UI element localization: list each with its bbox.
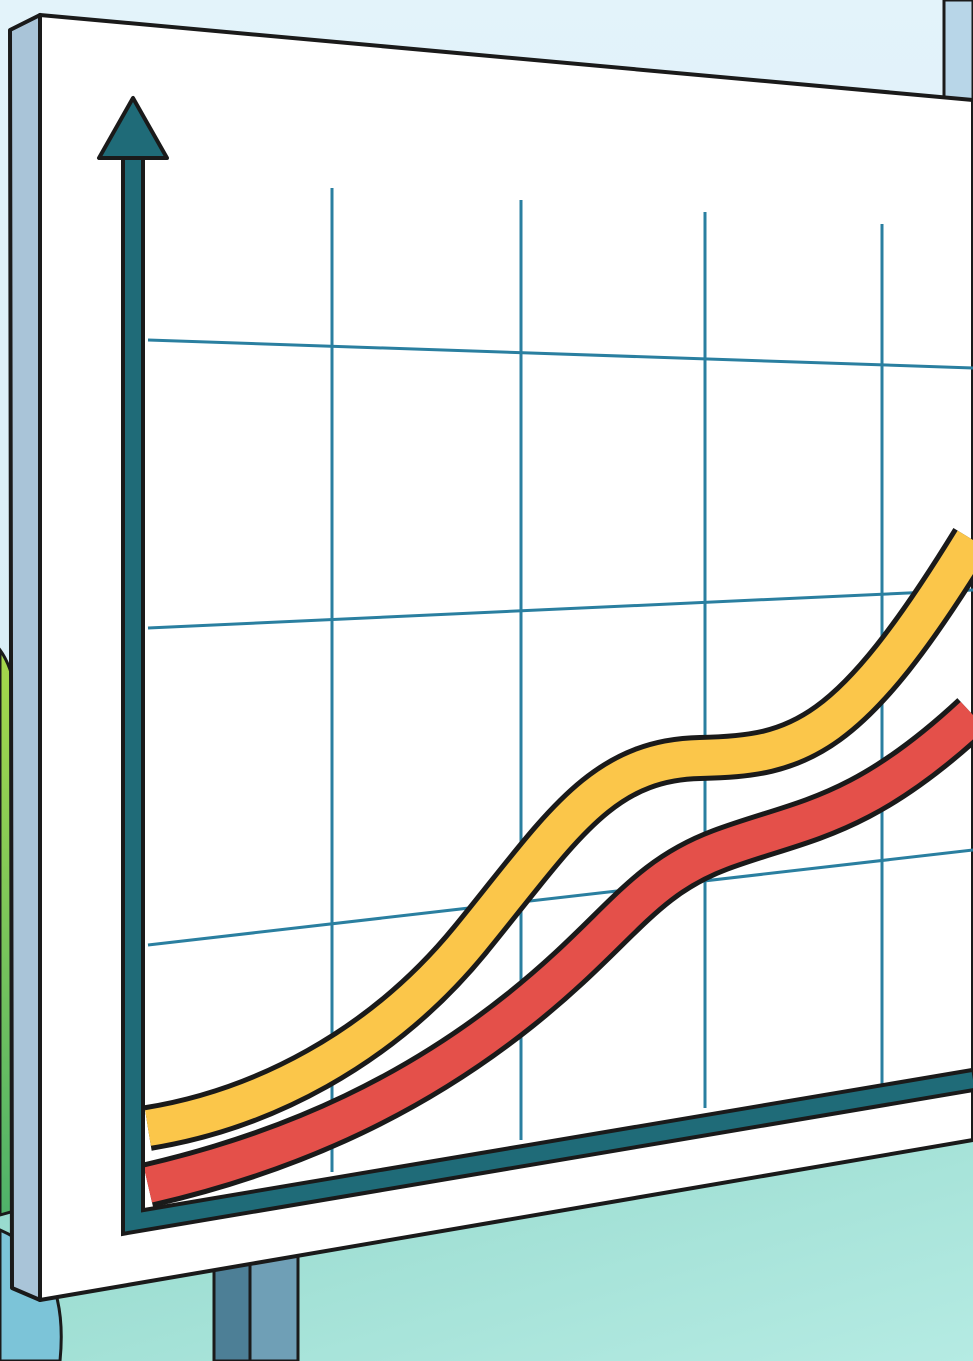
window-frame <box>942 0 973 102</box>
grid-line <box>147 848 973 947</box>
red-curve <box>143 701 973 1203</box>
axes <box>125 150 973 1232</box>
yellow-curve <box>145 530 973 1146</box>
board-edge <box>8 13 42 1302</box>
board <box>38 13 973 1302</box>
board-post <box>248 1248 300 1361</box>
axis-arrow <box>97 96 169 160</box>
chart-drawing <box>121 150 973 1237</box>
grid-line <box>147 588 973 630</box>
grid-line <box>147 338 973 370</box>
